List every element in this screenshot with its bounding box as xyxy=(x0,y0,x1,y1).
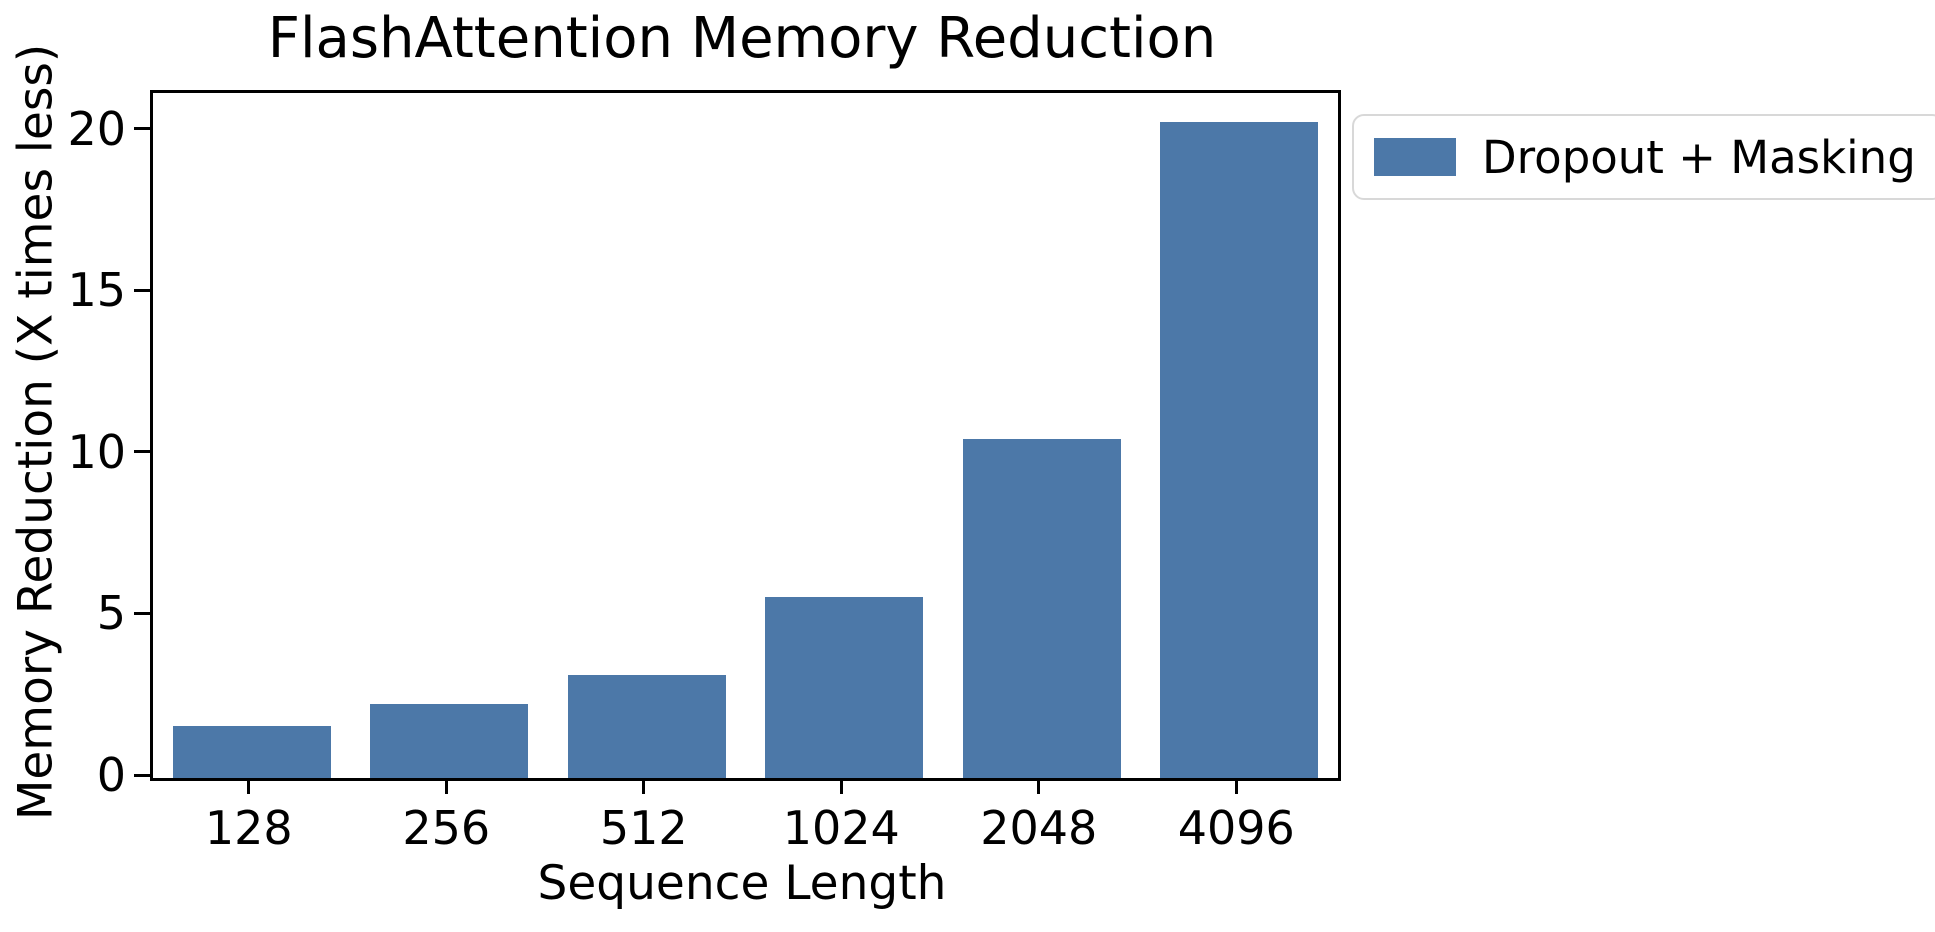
plot-area xyxy=(150,90,1341,781)
bars-container xyxy=(153,93,1338,778)
legend-swatch-icon xyxy=(1374,138,1456,176)
bar-256 xyxy=(370,703,529,778)
xtick-label-128: 128 xyxy=(204,801,293,855)
legend: Dropout + Masking xyxy=(1352,114,1935,200)
xtick-label-1024: 1024 xyxy=(782,801,900,855)
ytick-label-10: 10 xyxy=(67,424,126,479)
xtick-mark-4096 xyxy=(1234,778,1238,794)
bar-128 xyxy=(172,726,331,778)
ytick-mark-0 xyxy=(134,773,150,777)
bar-4096 xyxy=(1160,122,1319,778)
ytick-label-0: 0 xyxy=(96,748,126,802)
ytick-mark-15 xyxy=(134,288,150,292)
bar-1024 xyxy=(765,597,924,778)
bar-2048 xyxy=(962,438,1121,778)
xtick-label-256: 256 xyxy=(402,801,491,855)
xtick-mark-2048 xyxy=(1037,778,1041,794)
xtick-label-4096: 4096 xyxy=(1177,801,1295,855)
xtick-label-2048: 2048 xyxy=(980,801,1098,855)
xtick-mark-1024 xyxy=(839,778,843,794)
ytick-mark-20 xyxy=(134,127,150,131)
ytick-label-5: 5 xyxy=(96,586,126,641)
chart-title: FlashAttention Memory Reduction xyxy=(267,6,1217,71)
ytick-mark-5 xyxy=(134,611,150,615)
xtick-mark-256 xyxy=(444,778,448,794)
ytick-mark-10 xyxy=(134,450,150,454)
xtick-mark-512 xyxy=(642,778,646,794)
ytick-label-20: 20 xyxy=(67,101,126,156)
xtick-mark-128 xyxy=(247,778,251,794)
legend-label: Dropout + Masking xyxy=(1482,130,1916,184)
bar-512 xyxy=(567,674,726,778)
xtick-label-512: 512 xyxy=(599,801,688,855)
ytick-label-15: 15 xyxy=(67,263,126,318)
x-axis-label: Sequence Length xyxy=(537,856,947,911)
